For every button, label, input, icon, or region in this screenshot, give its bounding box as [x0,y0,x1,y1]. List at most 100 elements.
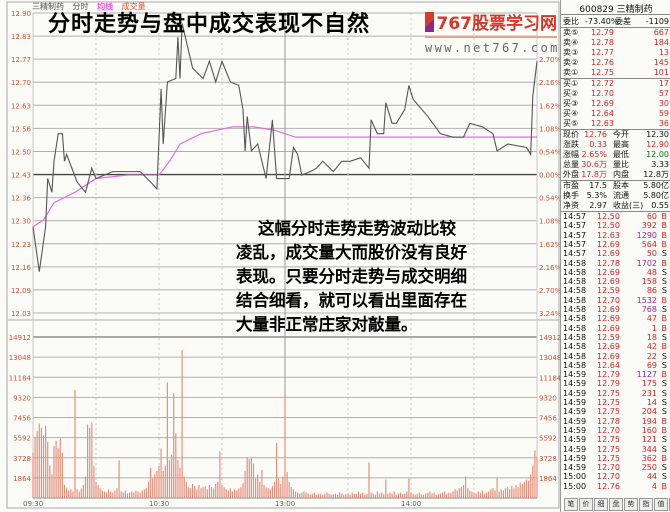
volume-tick-label-right: 5592 [539,435,557,443]
stock-code-name: 600829 三精制药 [579,5,653,15]
tick-price: 12.64 [597,360,620,370]
tick-price: 12.75 [597,435,620,445]
tick-volume: 1702 [636,258,657,268]
tick-price: 12.69 [597,249,620,259]
tick-side: S [661,388,667,398]
tick-side: S [661,435,667,445]
tick-volume: 4 [651,481,657,491]
quote-panel: 600829 三精制药 委比 -73.40% 委差 -1109 卖⑤ 12.79 667 卖④… [560,0,670,512]
sell-level: 卖⑤ 12.79 667 [563,28,669,37]
volume-tick-label-right: 3728 [539,455,557,463]
panel-tab[interactable]: 盘 [609,498,623,511]
level-price: 12.75 [591,68,614,77]
stat-row: 总量 30.6万 量比 3.33 [563,160,669,169]
panel-tab[interactable]: 势 [624,498,638,511]
level-price: 12.77 [591,48,614,57]
volume-tick-label: 3728 [13,455,31,463]
tick-time: 14:59 [563,388,587,398]
trade-tick: 14:58 12.59 86 S [563,286,669,295]
stat-value: 0.33 [589,140,607,149]
trade-tick: 14:59 12.75 204 S [563,407,669,416]
tick-time: 14:58 [563,258,587,268]
trade-tick: 14:59 12.75 362 B [563,454,669,463]
level-volume: 36 [658,119,669,128]
tick-price: 12.69 [597,342,620,352]
stat-value: 12.8万 [643,170,669,179]
panel-tab[interactable]: 指 [639,498,653,511]
tick-side: B [661,425,668,435]
percent-tick-label: 1.08% [539,218,560,226]
level-volume: 59 [658,109,669,118]
tick-time: 14:58 [563,314,587,324]
volume-tick-label-right: 13048 [539,354,560,362]
price-tick-label: 12.43 [11,172,31,180]
tick-side: B [661,416,668,426]
annotation-text: 这幅分时走势走势波动比较 凌乱，成交量大而股价没有良好 表现。只要分时走势与成交… [236,217,496,337]
mode-label[interactable]: 分时 [72,2,89,11]
vol-label[interactable]: 成交量 [121,2,146,11]
fund-label: 换手 [563,191,579,200]
tick-side: S [661,332,667,342]
buy-level: 买① 12.72 17 [563,79,669,88]
tick-time: 14:58 [563,323,587,333]
buy-level: 买④ 12.64 59 [563,109,669,118]
tick-side: B [661,258,668,268]
trade-tick: 14:59 12.75 14 S [563,398,669,407]
price-tick-label: 12.30 [11,218,31,226]
trade-tick: 14:58 12.69 42 B [563,342,669,351]
weicha-label: 委差 [615,17,631,26]
panel-tab[interactable]: 价 [579,498,593,511]
tick-time: 14:59 [563,407,587,417]
buy-level: 买⑤ 12.63 36 [563,119,669,128]
trade-tick: 14:58 12.69 47 B [563,314,669,323]
tick-time: 14:59 [563,444,587,454]
panel-tab[interactable]: 值 [654,498,668,511]
sell-level: 卖① 12.75 101 [563,68,669,77]
tick-volume: 1127 [636,370,657,380]
level-volume: 30 [658,99,669,108]
tick-side: S [661,286,667,296]
percent-tick-label: 2.70% [539,287,560,295]
trade-tick: 15:00 12.70 44 S [563,472,669,481]
price-tick-label: 12.83 [11,33,31,41]
trade-tick: 14:58 12.59 18 S [563,333,669,342]
trade-tick: 14:58 12.64 69 S [563,361,669,370]
volume-tick-label: 1864 [13,475,31,483]
tick-price: 12.70 [597,472,620,482]
tick-volume: 160 [641,425,657,435]
stat-label: 最高 [613,140,629,149]
time-tick-label: 10:30 [149,500,169,508]
tick-volume: 231 [641,388,657,398]
level-volume: 17 [658,79,669,88]
tick-volume: 1290 [636,230,657,240]
fund-row: 净资 2.97 收益(三) 0.55 [563,201,669,210]
trade-tick: 14:59 12.79 175 S [563,379,669,388]
stock-name: 三精制药 [32,2,64,11]
level-label: 买① [563,79,579,88]
tick-volume: 44 [646,472,657,482]
tick-volume: 250 [641,463,657,473]
fund-value: 5.80亿 [643,181,669,190]
tick-price: 12.75 [597,388,620,398]
level-volume: 145 [653,58,669,67]
trade-tick: 14:59 12.75 231 S [563,389,669,398]
trade-tick: 14:58 12.78 1702 B [563,259,669,268]
avg-label[interactable]: 均线 [97,2,114,11]
tick-price: 12.69 [597,351,620,361]
stat-label: 最低 [613,150,629,159]
panel-tab[interactable]: 笔 [564,498,578,511]
section-divider [561,180,670,181]
tick-side: B [661,295,668,305]
trade-tick: 14:58 12.69 158 S [563,277,669,286]
fund-value: 2.97 [589,201,607,210]
panel-tab[interactable]: 细 [594,498,608,511]
stat-row: 涨跌 0.33 最高 12.90 [563,140,669,149]
price-tick-label: 12.03 [11,310,31,318]
stat-label: 内盘 [613,170,629,179]
trade-tick: 14:58 12.69 768 S [563,305,669,314]
tick-volume: 768 [641,305,657,314]
stat-value: 3.33 [651,160,669,169]
tick-time: 14:57 [563,249,587,259]
tick-price: 12.59 [597,286,620,296]
level-label: 卖⑤ [563,28,579,37]
